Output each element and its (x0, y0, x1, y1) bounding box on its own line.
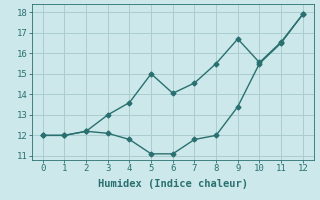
X-axis label: Humidex (Indice chaleur): Humidex (Indice chaleur) (98, 179, 248, 189)
